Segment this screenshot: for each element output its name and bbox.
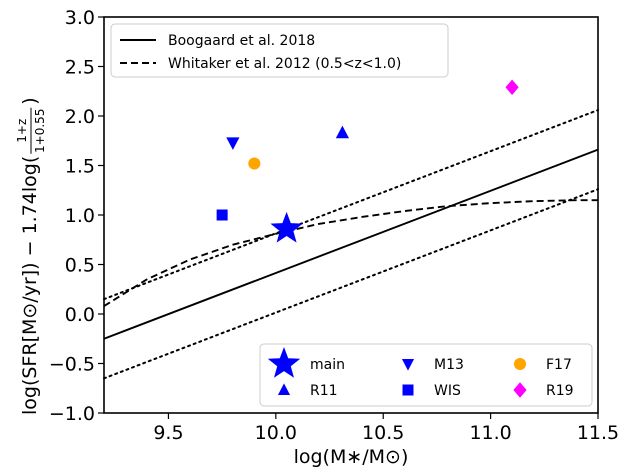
series-line-dotted (103, 109, 599, 301)
point-layer (216, 79, 519, 243)
y-tick-label: 3.0 (65, 7, 95, 29)
legend-marker-f17 (513, 357, 527, 371)
legend-marker-label: WIS (434, 383, 461, 399)
y-axis-label-close: ) (19, 97, 41, 104)
legend-line-label: Whitaker et al. 2012 (0.5<z<1.0) (168, 56, 401, 72)
y-tick-label: −0.5 (49, 354, 95, 376)
x-tick-label: 11.0 (469, 422, 511, 444)
y-axis-label-fraction-denominator: 1+0.55 (33, 109, 47, 153)
y-tick-label: 0.0 (65, 304, 95, 326)
tick-layer: 9.5 10.0 10.5 11.0 11.5 −1.0 −0.5 0.0 0.5 1.0 1.5 2… (49, 7, 619, 444)
x-tick-label: 10.0 (255, 422, 297, 444)
y-tick-label: 2.0 (65, 106, 95, 128)
legend-marker-label: M13 (434, 357, 464, 373)
x-tick-label: 9.5 (153, 422, 183, 444)
x-axis-label: log(M∗/M⊙) (294, 446, 409, 468)
y-tick-label: −1.0 (49, 403, 95, 425)
series-line-dotted (103, 188, 599, 380)
legend-marker-label: R19 (546, 383, 574, 399)
legend-marker-label: R11 (310, 383, 338, 399)
y-tick-label: 2.5 (65, 57, 95, 79)
line-layer (103, 109, 599, 380)
legend-marker-glyphs (267, 347, 527, 398)
data-point-m13 (226, 137, 240, 150)
series-line-dashed (103, 199, 598, 307)
legend-marker-wis (402, 384, 414, 396)
y-tick-label: 1.5 (65, 156, 95, 178)
x-tick-label: 11.5 (577, 422, 619, 444)
data-point-main (270, 211, 303, 243)
y-axis-label: log(SFR[M⊙/yr]) − 1.74log( 1+z 1+0.55 ) (15, 97, 47, 415)
data-point-r11 (335, 125, 350, 139)
data-point-f17 (248, 157, 261, 170)
y-axis-label-fraction-numerator: 1+z (15, 119, 29, 143)
legend-marker-r11 (277, 383, 291, 395)
legend-marker-label: F17 (546, 357, 572, 373)
legend-marker-r19 (513, 382, 527, 398)
legend-lines-box (110, 23, 449, 78)
legend-line-label: Boogaard et al. 2018 (168, 33, 315, 49)
legend-lines: Boogaard et al. 2018 Whitaker et al. 201… (110, 23, 449, 78)
legend-marker-m13 (401, 359, 415, 371)
y-tick-label: 1.0 (65, 205, 95, 227)
legend-marker-main (267, 347, 301, 378)
legend-markers: main M13 F17 R11 WIS R19 (259, 343, 593, 407)
legend-marker-label: main (310, 357, 345, 373)
y-tick-label: 0.5 (65, 255, 95, 277)
data-point-wis (216, 209, 228, 221)
x-tick-label: 10.5 (362, 422, 404, 444)
y-axis-label-main: log(SFR[M⊙/yr]) − 1.74log( (19, 156, 41, 415)
series-line-solid (103, 148, 599, 340)
legend-markers-box (259, 343, 593, 407)
plot-frame (103, 16, 599, 414)
data-point-r19 (505, 79, 519, 95)
